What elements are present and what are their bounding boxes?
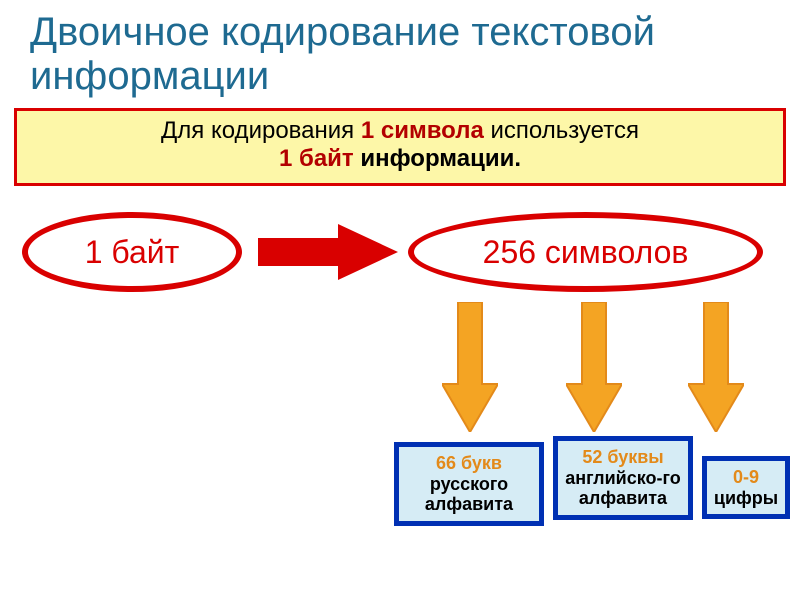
arrow-down-icon xyxy=(566,302,622,432)
ellipse-symbols: 256 символов xyxy=(408,212,763,292)
box-russian-bottom: русского алфавита xyxy=(403,474,535,515)
ellipse-symbols-label: 256 символов xyxy=(483,234,689,271)
ellipse-row: 1 байт 256 символов xyxy=(0,212,800,302)
info-line1-highlight: 1 символа xyxy=(361,117,484,144)
info-line1-post: используется xyxy=(490,117,638,144)
ellipse-byte-label: 1 байт xyxy=(85,234,180,271)
box-russian-top: 66 букв xyxy=(403,453,535,474)
box-digits-bottom: цифры xyxy=(711,488,781,509)
arrow-down-icon xyxy=(688,302,744,432)
arrow-right-icon xyxy=(258,224,398,280)
box-digits: 0-9 цифры xyxy=(702,456,790,519)
arrow-down-icon xyxy=(442,302,498,432)
info-line1-pre: Для кодирования xyxy=(161,117,361,144)
category-boxes-row: 66 букв русского алфавита 52 буквы англи… xyxy=(0,442,800,572)
box-english-top: 52 буквы xyxy=(562,447,684,468)
info-line-2: 1 байт информации. xyxy=(27,145,773,173)
box-english-alphabet: 52 буквы английско-го алфавита xyxy=(553,436,693,520)
ellipse-byte: 1 байт xyxy=(22,212,242,292)
info-line2-post: информации. xyxy=(360,145,521,172)
info-box: Для кодирования 1 символа используется 1… xyxy=(14,108,786,186)
box-english-bottom: английско-го алфавита xyxy=(562,468,684,509)
box-digits-top: 0-9 xyxy=(711,467,781,488)
slide-title: Двоичное кодирование текстовой информаци… xyxy=(0,0,800,102)
down-arrows-row xyxy=(0,302,800,442)
info-line2-highlight: 1 байт xyxy=(279,145,354,172)
info-line-1: Для кодирования 1 символа используется xyxy=(27,117,773,145)
box-russian-alphabet: 66 букв русского алфавита xyxy=(394,442,544,526)
